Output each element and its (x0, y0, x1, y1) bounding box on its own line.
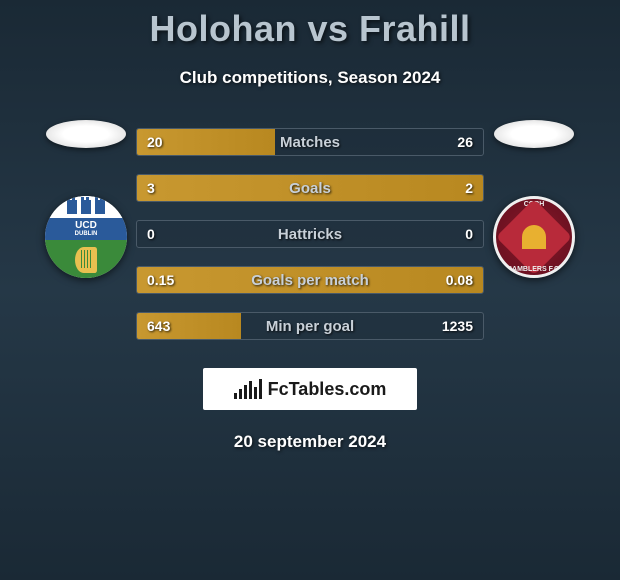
fc-bar (244, 385, 247, 399)
stat-left-value: 0 (147, 226, 155, 242)
ucd-castles-icon (45, 196, 127, 218)
player-right-column: COBH RAMBLERS F.C. (484, 128, 584, 278)
stat-left-value: 643 (147, 318, 170, 334)
stat-bar: 643 Min per goal 1235 (136, 312, 484, 340)
fc-bar (249, 381, 252, 399)
fc-bar (254, 387, 257, 399)
fctables-link[interactable]: FcTables.com (203, 368, 417, 410)
stat-bar: 3 Goals 2 (136, 174, 484, 202)
page-title: Holohan vs Frahill (0, 8, 620, 50)
content-area: UCD DUBLIN 20Matches263Goals20Hattricks0… (0, 128, 620, 340)
stat-left-value: 0.15 (147, 272, 174, 288)
stat-right-value: 1235 (442, 318, 473, 334)
stat-right-value: 2 (465, 180, 473, 196)
ucd-text-top: UCD (75, 221, 97, 231)
comparison-card: Holohan vs Frahill Club competitions, Se… (0, 0, 620, 452)
player-left-column: UCD DUBLIN (36, 128, 136, 278)
club-badge-ucd[interactable]: UCD DUBLIN (45, 196, 127, 278)
stat-label: Goals (289, 180, 331, 197)
fc-bar (259, 379, 262, 399)
fc-bar (239, 389, 242, 399)
date-label: 20 september 2024 (0, 432, 620, 452)
fctables-bars-icon (234, 379, 262, 399)
stat-left-value: 20 (147, 134, 163, 150)
club-badge-cobh[interactable]: COBH RAMBLERS F.C. (493, 196, 575, 278)
stat-label: Min per goal (266, 318, 354, 335)
stat-label: Matches (280, 134, 340, 151)
stat-label: Goals per match (251, 272, 369, 289)
stat-right-value: 0.08 (446, 272, 473, 288)
subtitle: Club competitions, Season 2024 (0, 68, 620, 88)
stat-right-value: 0 (465, 226, 473, 242)
stat-bar: 0 Hattricks 0 (136, 220, 484, 248)
ucd-harp-icon (45, 240, 127, 278)
ucd-text: UCD DUBLIN (45, 218, 127, 240)
stats-column: 20Matches263Goals20Hattricks00.15Goals p… (136, 128, 484, 340)
player-left-avatar[interactable] (46, 120, 126, 148)
stat-left-value: 3 (147, 180, 155, 196)
cobh-crest-icon (496, 199, 572, 275)
fc-bar (234, 393, 237, 399)
stat-right-value: 26 (457, 134, 473, 150)
player-right-avatar[interactable] (494, 120, 574, 148)
stat-bar: 0.15 Goals per match 0.08 (136, 266, 484, 294)
stat-bar: 20 Matches 26 (136, 128, 484, 156)
stat-label: Hattricks (278, 226, 342, 243)
fctables-text: FcTables.com (268, 379, 387, 400)
ucd-text-bottom: DUBLIN (75, 231, 98, 237)
